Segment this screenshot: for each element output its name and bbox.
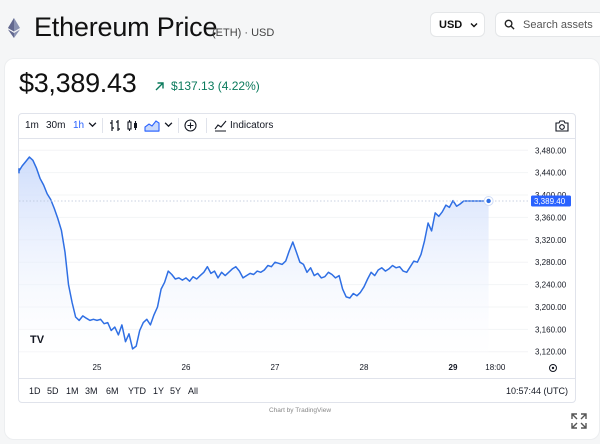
indicators-icon[interactable]	[214, 119, 227, 132]
compare-add-icon[interactable]	[184, 119, 197, 132]
arrow-up-right-icon	[155, 81, 164, 90]
utc-clock[interactable]: 10:57:44 (UTC)	[505, 386, 568, 396]
interval-1m[interactable]: 1m	[25, 120, 39, 131]
current-price: $3,389.43	[19, 68, 137, 98]
search-placeholder: Search assets	[523, 18, 593, 31]
interval-chevron-down-icon[interactable]	[88, 120, 97, 129]
toolbar-divider	[178, 118, 179, 133]
search-icon	[504, 19, 515, 30]
search-field[interactable]: Search assets	[495, 12, 600, 37]
price-change: $137.13 (4.22%)	[154, 79, 260, 93]
range-3m[interactable]: 3M	[85, 386, 98, 396]
area-chart-style-icon[interactable]	[144, 119, 160, 132]
indicators-button[interactable]: Indicators	[230, 120, 274, 131]
chart-style-chevron-down-icon[interactable]	[164, 120, 173, 129]
range-1m[interactable]: 1M	[66, 386, 79, 396]
page-header: Ethereum Price (ETH) · USD USD Search as…	[0, 0, 600, 56]
chart-widget	[18, 113, 576, 403]
range-5y[interactable]: 5Y	[170, 386, 182, 396]
toolbar-divider	[206, 118, 207, 133]
camera-snapshot-icon[interactable]	[555, 119, 569, 132]
toolbar-divider	[102, 118, 103, 133]
interval-30m[interactable]: 30m	[46, 120, 66, 131]
range-1y[interactable]: 1Y	[153, 386, 165, 396]
page-title: Ethereum Price	[34, 12, 218, 42]
currency-value: USD	[439, 18, 463, 31]
range-5d[interactable]: 5D	[47, 386, 59, 396]
chart-credit[interactable]: Chart by TradingView	[268, 407, 332, 414]
range-ytd[interactable]: YTD	[128, 386, 146, 396]
currency-select[interactable]: USD	[430, 12, 485, 37]
chevron-down-icon	[470, 22, 478, 27]
chart-toolbar: 1m 30m 1h Indicators	[18, 113, 576, 139]
ethereum-logo-icon	[8, 18, 20, 38]
price-change-value: $137.13 (4.22%)	[171, 79, 260, 93]
interval-1h[interactable]: 1h	[73, 120, 85, 131]
page-subtitle: (ETH) · USD	[212, 27, 275, 39]
range-1d[interactable]: 1D	[29, 386, 41, 396]
range-6m[interactable]: 6M	[106, 386, 119, 396]
candle-chart-style-icon[interactable]	[126, 119, 139, 132]
range-all[interactable]: All	[188, 386, 199, 396]
expand-fullscreen-icon[interactable]	[570, 412, 588, 430]
range-bar: 1D 5D 1M 3M 6M YTD 1Y 5Y All 10:57:44 (U…	[18, 378, 576, 402]
bar-chart-style-icon[interactable]	[109, 119, 122, 132]
